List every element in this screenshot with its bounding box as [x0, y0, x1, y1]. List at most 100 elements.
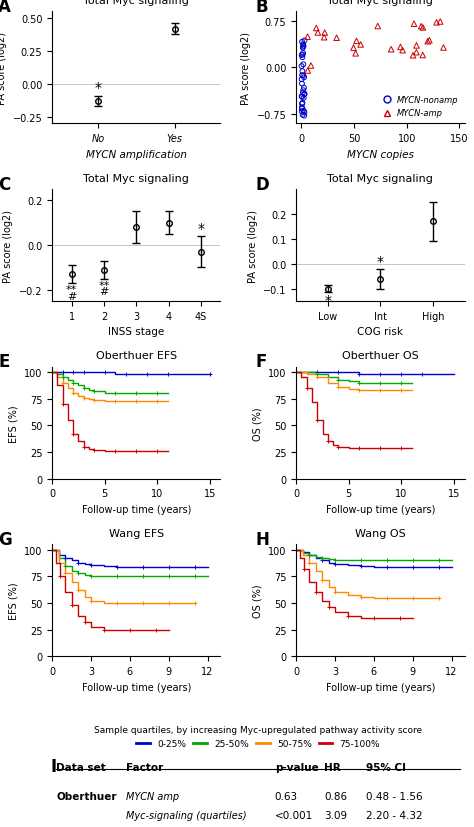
Point: [154, 394, 161, 408]
X-axis label: Follow-up time (years): Follow-up time (years): [82, 681, 191, 692]
Text: HR: HR: [324, 762, 341, 772]
Point: [344, 609, 352, 623]
Point: [113, 570, 121, 583]
Point: [299, 51, 306, 65]
Text: A: A: [0, 0, 11, 16]
Point: [300, 59, 307, 72]
X-axis label: Follow-up time (years): Follow-up time (years): [82, 504, 191, 514]
Point: [300, 41, 307, 54]
Point: [298, 74, 305, 87]
Point: [357, 554, 365, 567]
Point: [80, 392, 88, 405]
Point: [69, 376, 77, 390]
Text: Factor: Factor: [127, 762, 164, 772]
Point: [113, 561, 121, 574]
Point: [374, 21, 382, 34]
Text: *: *: [324, 294, 331, 308]
Point: [409, 591, 417, 605]
Point: [191, 561, 198, 574]
Point: [69, 366, 77, 380]
Point: [74, 584, 82, 597]
Point: [331, 557, 339, 571]
Text: **: **: [66, 284, 77, 295]
Point: [298, 106, 306, 119]
Point: [298, 91, 306, 104]
Point: [299, 65, 306, 79]
Point: [313, 366, 321, 380]
Point: [298, 78, 306, 91]
Point: [305, 549, 313, 562]
Point: [305, 557, 313, 570]
Point: [300, 69, 307, 83]
Text: C: C: [0, 175, 10, 194]
Title: Total Myc signaling: Total Myc signaling: [83, 174, 189, 184]
Point: [419, 22, 427, 35]
Point: [335, 381, 342, 394]
Point: [61, 567, 69, 581]
Point: [91, 444, 98, 457]
Y-axis label: PA score (log2): PA score (log2): [247, 209, 257, 282]
Text: Oberthuer: Oberthuer: [56, 791, 117, 801]
Point: [301, 72, 308, 85]
Point: [399, 45, 406, 58]
Point: [370, 612, 378, 625]
Point: [111, 445, 119, 458]
Point: [80, 441, 88, 454]
Point: [133, 445, 140, 458]
Point: [126, 624, 134, 637]
Text: D: D: [256, 175, 270, 194]
Point: [59, 371, 66, 385]
Point: [143, 368, 151, 381]
Title: Oberthuer EFS: Oberthuer EFS: [96, 351, 177, 361]
Text: Data set: Data set: [56, 762, 106, 772]
X-axis label: INSS stage: INSS stage: [108, 327, 164, 337]
Point: [298, 98, 306, 112]
Text: *: *: [377, 255, 384, 269]
Point: [101, 366, 109, 380]
Point: [435, 591, 442, 605]
Point: [80, 382, 88, 395]
Point: [356, 368, 363, 381]
Point: [61, 560, 69, 573]
Point: [81, 616, 88, 629]
Point: [418, 21, 425, 34]
Text: B: B: [256, 0, 268, 16]
Title: Total Myc signaling: Total Myc signaling: [328, 174, 433, 184]
Y-axis label: OS (%): OS (%): [253, 584, 263, 618]
Point: [325, 601, 332, 614]
Point: [304, 65, 311, 78]
Point: [111, 387, 119, 400]
Point: [353, 36, 360, 49]
Point: [87, 595, 95, 608]
Point: [398, 368, 405, 381]
Point: [300, 105, 308, 118]
Y-axis label: EFS (%): EFS (%): [9, 404, 18, 442]
Text: *: *: [94, 81, 101, 95]
Text: E: E: [0, 353, 9, 370]
Point: [299, 42, 307, 55]
Point: [357, 560, 365, 573]
Text: 0.63: 0.63: [275, 791, 298, 801]
Text: H: H: [256, 530, 270, 548]
Point: [100, 624, 108, 637]
Point: [440, 42, 447, 55]
Point: [165, 561, 173, 574]
Legend: 0-25%, 25-50%, 50-75%, 75-100%: 0-25%, 25-50%, 50-75%, 75-100%: [91, 722, 426, 752]
X-axis label: MYCN copies: MYCN copies: [347, 150, 414, 160]
Point: [397, 41, 404, 55]
Point: [335, 441, 342, 454]
Point: [320, 31, 328, 45]
Point: [383, 561, 391, 574]
Point: [409, 561, 417, 574]
Point: [300, 84, 307, 98]
Point: [139, 597, 146, 610]
Point: [113, 597, 121, 610]
Point: [305, 549, 313, 562]
X-axis label: MYCN amplification: MYCN amplification: [86, 150, 187, 160]
Point: [299, 97, 306, 110]
Point: [299, 87, 307, 100]
Point: [59, 398, 66, 411]
Y-axis label: OS (%): OS (%): [253, 406, 263, 440]
Point: [376, 376, 384, 390]
Point: [69, 387, 77, 400]
